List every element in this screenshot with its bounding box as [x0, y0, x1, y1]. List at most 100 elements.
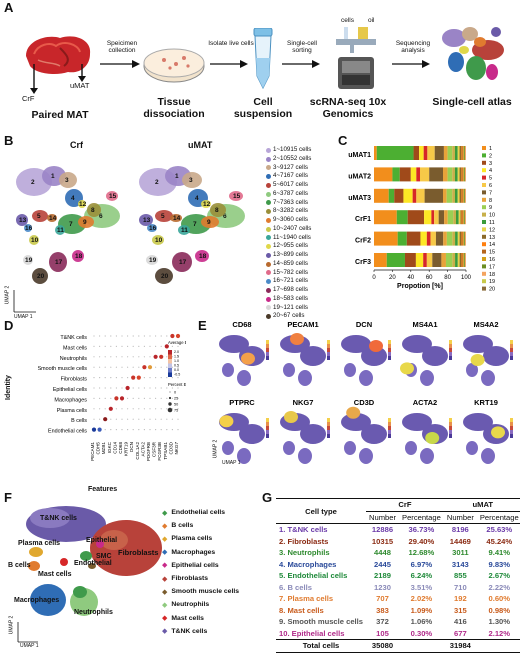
dotplot-dot	[121, 429, 123, 431]
dotplot-dot	[166, 408, 168, 410]
dotplot-feature-label: FCGR3B	[157, 442, 162, 461]
bar-segment	[429, 167, 443, 182]
dotplot-dot	[121, 366, 123, 368]
panel-c-label: C	[338, 133, 348, 148]
dotplot-dot	[132, 387, 134, 389]
feature-colorbar	[449, 340, 452, 344]
feature-highlight	[425, 432, 440, 444]
umap-cluster-8	[87, 203, 101, 217]
table-cell-umat_p: 1.30%	[488, 617, 511, 627]
chart-legend-swatch	[482, 175, 486, 180]
legend-dot	[266, 174, 271, 180]
feature-blob	[237, 370, 251, 386]
dotplot-dot	[99, 345, 101, 347]
dotplot-gradient-cell	[168, 350, 172, 355]
bar-segment	[416, 188, 425, 203]
table-cell-name: 5. Endothelial cells	[279, 571, 348, 581]
bar-segment	[455, 253, 458, 267]
legend-dot	[266, 209, 271, 215]
bar-segment	[462, 231, 464, 246]
feature-blob	[300, 424, 326, 444]
dotplot-dot	[127, 366, 129, 368]
bar-segment	[464, 231, 466, 246]
bar-segment	[388, 188, 395, 203]
feature-blob	[361, 346, 387, 366]
umat-label: uMAT	[70, 81, 90, 90]
celltype-legend-item: ◆ Neutrophils	[162, 598, 239, 611]
bar-segment	[374, 231, 398, 246]
feature-colorbar	[388, 426, 391, 430]
feature-plot-cd68: CD68	[219, 320, 269, 386]
dotplot-dot	[177, 408, 179, 410]
dotplot-dot	[138, 397, 140, 399]
feature-colorbar	[327, 426, 330, 430]
dotplot-dot	[93, 408, 95, 410]
umap-cluster-num: 7	[193, 221, 197, 228]
legend-dot	[266, 191, 271, 197]
chart-legend-label: 6	[489, 183, 492, 189]
feature-blob	[463, 335, 493, 353]
umap-cluster-num: 17	[179, 259, 187, 266]
bar-segment	[457, 253, 460, 267]
dotplot-row-label: Endothelial cells	[48, 429, 87, 435]
feature-colorbar	[327, 352, 330, 356]
table-cell-crf_n: 2445	[374, 559, 391, 569]
map-label-tnk: T&NK cells	[40, 515, 77, 522]
dotplot-dot	[132, 429, 134, 431]
table-cell-crf_n: 105	[376, 628, 389, 638]
bar-segment	[452, 253, 456, 267]
feature-blob	[237, 448, 251, 464]
bar-segment	[464, 167, 466, 182]
bar-segment	[452, 167, 455, 182]
dotplot-dot	[115, 387, 117, 389]
bar-segment	[463, 231, 465, 246]
umap-cluster-num: 10	[155, 237, 163, 244]
dotplot-dot	[115, 377, 117, 379]
feature-colorbar	[510, 430, 513, 434]
dotplot-dot-high	[164, 344, 169, 349]
dotplot-dot	[132, 418, 134, 420]
dotplot-dot	[99, 335, 101, 337]
table-cell-crf_n: 2189	[374, 571, 391, 581]
dotplot-dot	[160, 397, 162, 399]
feature-colorbar	[449, 348, 452, 352]
umap-cluster-7	[58, 214, 86, 234]
dotplot-dot	[132, 408, 134, 410]
dotplot-dot	[155, 418, 157, 420]
dotplot-dot	[177, 387, 179, 389]
umap-cluster-num: 3	[65, 177, 69, 184]
legend-text: 10~2407 cells	[273, 224, 312, 232]
bar-segment	[461, 231, 463, 246]
dotplot-dot	[104, 397, 106, 399]
bar-segment	[446, 188, 453, 203]
dotplot-gradient-cell	[168, 368, 172, 373]
umap-cluster-14	[170, 214, 182, 222]
bar-segment	[465, 210, 466, 225]
dotplot-gradient-cell	[168, 359, 172, 364]
map-label-epithelial: Epithelial	[86, 537, 118, 544]
cluster-legend-item: 15~782 cells	[266, 269, 311, 278]
x-axis-title: Propotion [%]	[397, 283, 443, 290]
table-cell-name: 7. Plasma cells	[279, 594, 334, 604]
feature-blob	[219, 335, 249, 353]
step-tissue-dissociation: Tissue dissociation	[143, 96, 205, 120]
feature-colorbar	[388, 430, 391, 434]
bar-segment	[465, 231, 466, 246]
arrow-label-3: Single-cell sorting	[287, 40, 317, 55]
bar-segment	[461, 188, 463, 203]
legend-text: 18~583 cells	[273, 294, 308, 302]
table-cell-umat_p: 45.24%	[486, 536, 513, 546]
table-cell-umat_p: 25.63%	[486, 525, 513, 535]
legend-text: 14~859 cells	[273, 259, 308, 267]
legend-dot	[266, 261, 271, 267]
bar-segment	[374, 188, 389, 203]
umap-cluster-num: 5	[37, 213, 41, 220]
x-tick-label: 60	[426, 275, 433, 281]
dotplot-ylabel: Identity	[4, 375, 12, 400]
dotplot-feature-label: PDGFRB	[146, 442, 151, 461]
bar-segment	[462, 210, 464, 225]
dotplot-dot	[149, 397, 151, 399]
feature-colorbar	[449, 352, 452, 356]
dotplot-dot	[138, 418, 140, 420]
dotplot-dot	[166, 429, 168, 431]
